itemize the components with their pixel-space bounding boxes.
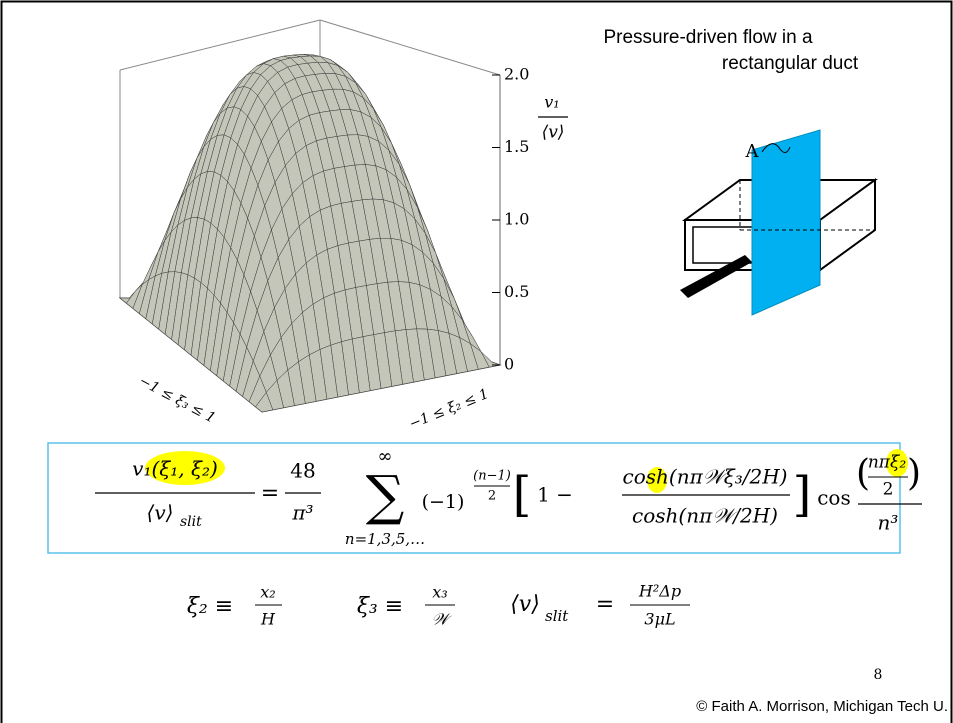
surface-cell (255, 391, 274, 413)
def-text: x₃ (432, 583, 447, 602)
xi3-label: −1 ≤ ξ₃ ≤ 1 (136, 373, 218, 427)
footer: © Faith A. Morrison, Michigan Tech U. (696, 698, 948, 715)
def-text: 3μL (644, 610, 675, 629)
eq-text: n³ (878, 511, 899, 535)
z-tick-label: 2.0 (504, 65, 529, 84)
equation-box (47, 442, 901, 554)
title: rectangular duct (722, 53, 859, 74)
eq-text: slit (180, 514, 202, 530)
z-tick-label: 0 (504, 355, 514, 374)
z-tick-label: 1.0 (504, 210, 529, 229)
eq-text: ∑ (366, 464, 405, 527)
eq-text: ∞ (378, 446, 393, 467)
eq-text: (n−1) (473, 469, 511, 484)
eq-text: nπξ₂ (868, 453, 906, 473)
def-text: H²Δp (638, 582, 681, 601)
eq-text: ⟨v⟩ (147, 501, 174, 525)
eq-text: cos (817, 486, 851, 510)
frame-line (319, 19, 501, 76)
plane-label: A (745, 141, 760, 162)
page-number: 8 (874, 667, 883, 683)
def-text: slit (545, 607, 569, 625)
eq-text: ) (907, 453, 921, 494)
eq-text: n=1,3,5,… (345, 530, 425, 548)
eq-text: 1 − (537, 483, 573, 507)
xi2-label: −1 ≤ ξ₂ ≤ 1 (407, 386, 491, 432)
eq-text: 2 (488, 489, 496, 504)
title: Pressure-driven flow in a (603, 27, 813, 48)
eq-text: 2 (883, 480, 894, 500)
z-tick-label: 0.5 (504, 282, 529, 301)
def-text: ξ₃ ≡ (357, 594, 403, 619)
eq-text: = (261, 481, 279, 506)
eq-text: v₁(ξ₁, ξ₂) (132, 457, 218, 481)
z-label-den: ⟨v⟩ (542, 123, 565, 143)
def-text: ξ₂ ≡ (187, 594, 233, 619)
eq-text: [ (513, 467, 532, 523)
eq-text: ] (793, 467, 812, 523)
eq-text: π³ (291, 501, 313, 525)
def-text: ⟨v⟩ (510, 592, 540, 617)
eq-text: cosh(nπ𝒲/2H) (632, 504, 778, 528)
eq-text: ( (856, 453, 870, 494)
def-text: = (596, 592, 614, 617)
eq-text: (−1) (422, 491, 465, 513)
def-text: 𝒲 (432, 610, 453, 629)
eq-text: cosh(nπ𝒲ξ₃/2H) (623, 465, 788, 489)
def-text: x₂ (260, 583, 275, 602)
def-text: H (260, 610, 276, 629)
highlight (886, 449, 908, 477)
highlight (647, 467, 667, 493)
highlight (145, 451, 225, 485)
z-label-num: v₁ (544, 93, 559, 112)
eq-text: 48 (290, 459, 315, 483)
frame-line (119, 19, 321, 71)
surface-plot (118, 19, 502, 413)
z-tick-label: 1.5 (504, 137, 529, 156)
duct-diagram (680, 129, 879, 316)
